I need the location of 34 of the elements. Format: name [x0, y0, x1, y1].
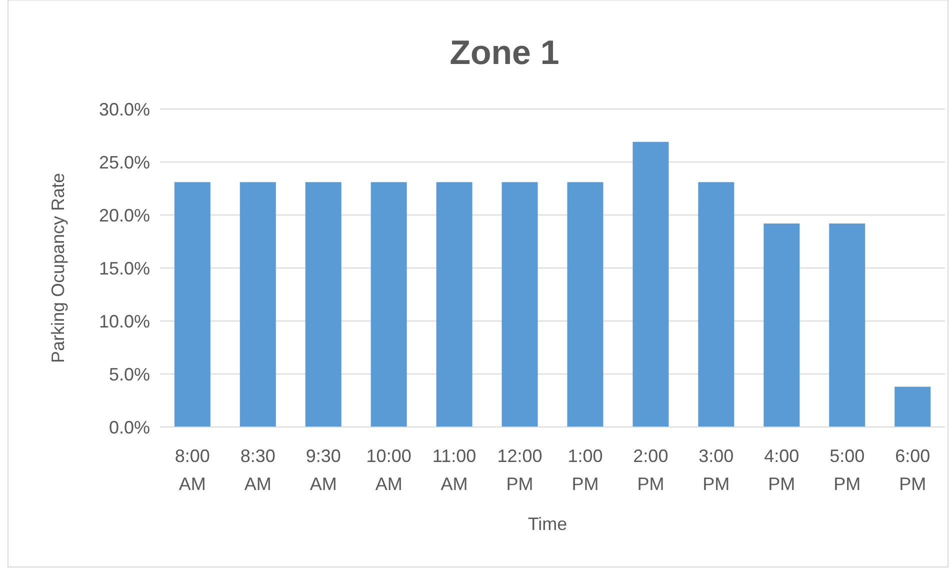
x-tick-label: 5:00 PM: [830, 446, 865, 494]
x-tick-label: 1:00 PM: [568, 446, 603, 494]
y-tick-label: 20.0%: [98, 205, 150, 226]
y-tick-label: 15.0%: [98, 258, 150, 278]
x-tick-label: 8:00 AM: [174, 446, 210, 494]
bar: [305, 182, 342, 427]
x-tick-label: 6:00 PM: [895, 446, 930, 494]
y-tick-label: 0.0%: [108, 417, 150, 438]
x-axis-title: Time: [528, 514, 568, 534]
x-tick-label: 2:00 PM: [633, 446, 668, 494]
bar: [502, 182, 538, 427]
y-tick-label: 10.0%: [98, 311, 150, 332]
bar: [436, 182, 472, 427]
x-tick-label: 12:00 PM: [497, 446, 542, 494]
bar: [764, 223, 800, 427]
x-tick-label: 9:30 AM: [306, 446, 341, 494]
x-tick-label: 4:00 PM: [764, 446, 800, 494]
bar: [240, 182, 276, 427]
y-axis-title: Parking Ocupancy Rate: [48, 172, 68, 364]
bar: [632, 142, 669, 427]
bar: [370, 182, 407, 427]
x-tick-label: 11:00 AM: [432, 446, 476, 494]
chart-title: Zone 1: [450, 34, 560, 72]
y-tick-label: 25.0%: [98, 152, 150, 172]
y-tick-label: 30.0%: [98, 99, 150, 120]
bar: [894, 386, 931, 427]
bar: [174, 182, 210, 427]
bar: [829, 223, 866, 427]
x-tick-label: 10:00 AM: [366, 446, 412, 494]
bar: [567, 182, 604, 427]
y-tick-label: 5.0%: [108, 364, 150, 384]
x-tick-label: 3:00 PM: [698, 446, 734, 494]
bar: [698, 182, 734, 427]
x-tick-label: 8:30 AM: [240, 446, 276, 494]
